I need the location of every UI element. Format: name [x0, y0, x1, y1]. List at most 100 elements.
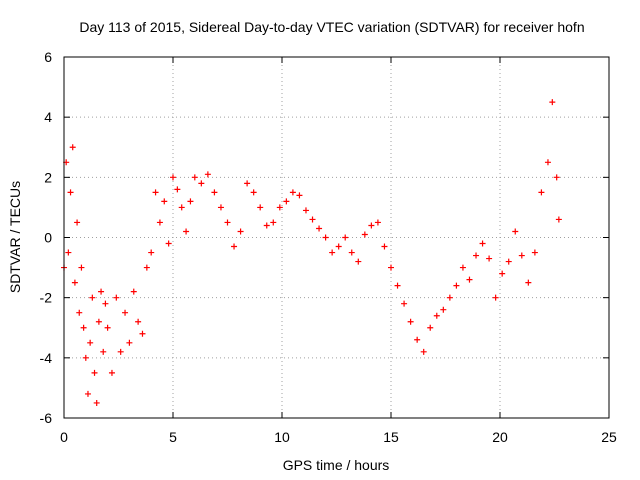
data-point-marker: [544, 159, 551, 166]
data-point-marker: [135, 318, 142, 325]
data-point-marker: [342, 234, 349, 241]
data-point-marker: [89, 294, 96, 301]
x-tick-label: 15: [383, 429, 399, 445]
data-point-marker: [126, 339, 133, 346]
y-tick-label: -6: [40, 410, 53, 426]
data-point-marker: [74, 219, 81, 226]
data-point-marker: [69, 144, 76, 151]
data-point-marker: [414, 336, 421, 343]
data-point-marker: [433, 312, 440, 319]
data-point-marker: [156, 219, 163, 226]
data-point-marker: [270, 219, 277, 226]
data-point-marker: [183, 228, 190, 235]
data-point-marker: [335, 243, 342, 250]
data-point-marker: [122, 309, 129, 316]
y-tick-label: 0: [44, 230, 52, 246]
data-point-marker: [466, 276, 473, 283]
data-point-marker: [361, 231, 368, 238]
data-point-marker: [117, 348, 124, 355]
data-point-marker: [440, 306, 447, 313]
data-point-marker: [76, 309, 83, 316]
data-point-marker: [512, 228, 519, 235]
data-point-marker: [296, 192, 303, 199]
data-point-marker: [130, 288, 137, 295]
data-point-marker: [104, 324, 111, 331]
data-point-marker: [152, 189, 159, 196]
data-point-marker: [549, 99, 556, 106]
data-point-marker: [381, 243, 388, 250]
data-point-marker: [165, 240, 172, 247]
data-point-marker: [161, 198, 168, 205]
chart-title: Day 113 of 2015, Sidereal Day-to-day VTE…: [79, 19, 584, 35]
data-point-marker: [283, 198, 290, 205]
data-point-marker: [178, 204, 185, 211]
y-tick-label: 2: [44, 169, 52, 185]
data-point-marker: [148, 249, 155, 256]
data-point-marker: [427, 324, 434, 331]
data-point-marker: [553, 174, 560, 181]
y-tick-label: -2: [40, 290, 53, 306]
data-point-marker: [401, 300, 408, 307]
data-point-marker: [531, 249, 538, 256]
data-point-marker: [93, 399, 100, 406]
data-point-marker: [407, 318, 414, 325]
data-point-marker: [95, 318, 102, 325]
data-point-marker: [479, 240, 486, 247]
x-tick-label: 0: [60, 429, 68, 445]
data-point-marker: [250, 189, 257, 196]
data-point-marker: [388, 264, 394, 271]
data-point-marker: [170, 174, 176, 181]
data-point-marker: [446, 294, 453, 301]
data-point-marker: [71, 279, 78, 286]
data-point-marker: [108, 369, 115, 376]
data-point-marker: [98, 288, 105, 295]
data-point-marker: [257, 204, 264, 211]
y-tick-label: 4: [44, 109, 52, 125]
data-point-marker: [78, 264, 85, 271]
data-point-marker: [198, 180, 205, 187]
data-point-marker: [65, 249, 72, 256]
data-point-marker: [518, 252, 525, 259]
data-point-marker: [355, 258, 362, 265]
data-point-marker: [211, 189, 218, 196]
x-tick-label: 25: [601, 429, 617, 445]
data-point-marker: [217, 204, 224, 211]
data-point-marker: [187, 198, 194, 205]
data-point-marker: [348, 249, 355, 256]
data-point-marker: [374, 219, 381, 226]
data-point-marker: [555, 216, 562, 223]
data-point-marker: [84, 390, 91, 397]
data-point-marker: [420, 348, 427, 355]
data-point-marker: [191, 174, 198, 181]
data-point-marker: [289, 189, 296, 196]
x-axis-label: GPS time / hours: [283, 457, 390, 473]
y-tick-label: 6: [44, 49, 52, 65]
data-point-marker: [538, 189, 545, 196]
data-point-marker: [316, 225, 323, 232]
data-point-marker: [453, 282, 460, 289]
tick-layer: 0 5 10 15 20 25 -6 -4 -2 0 2 4 6: [40, 49, 617, 445]
data-point-marker: [143, 264, 150, 271]
x-tick-label: 5: [169, 429, 177, 445]
data-point-marker: [394, 282, 401, 289]
data-point-marker: [87, 339, 94, 346]
data-point-marker: [237, 228, 244, 235]
data-point-marker: [91, 369, 98, 376]
data-point-marker: [113, 294, 120, 301]
data-point-marker: [473, 252, 480, 259]
x-tick-label: 20: [492, 429, 508, 445]
data-point-marker: [67, 189, 74, 196]
data-point-marker: [329, 249, 336, 256]
data-point-marker: [204, 171, 211, 178]
data-point-marker: [525, 279, 532, 286]
data-point-marker: [263, 222, 270, 229]
data-point-marker: [80, 324, 87, 331]
data-point-marker: [322, 234, 329, 241]
data-point-marker: [231, 243, 238, 250]
data-point-marker: [244, 180, 251, 187]
y-tick-label: -4: [40, 350, 53, 366]
x-tick-label: 10: [274, 429, 290, 445]
data-point-marker: [368, 222, 375, 229]
